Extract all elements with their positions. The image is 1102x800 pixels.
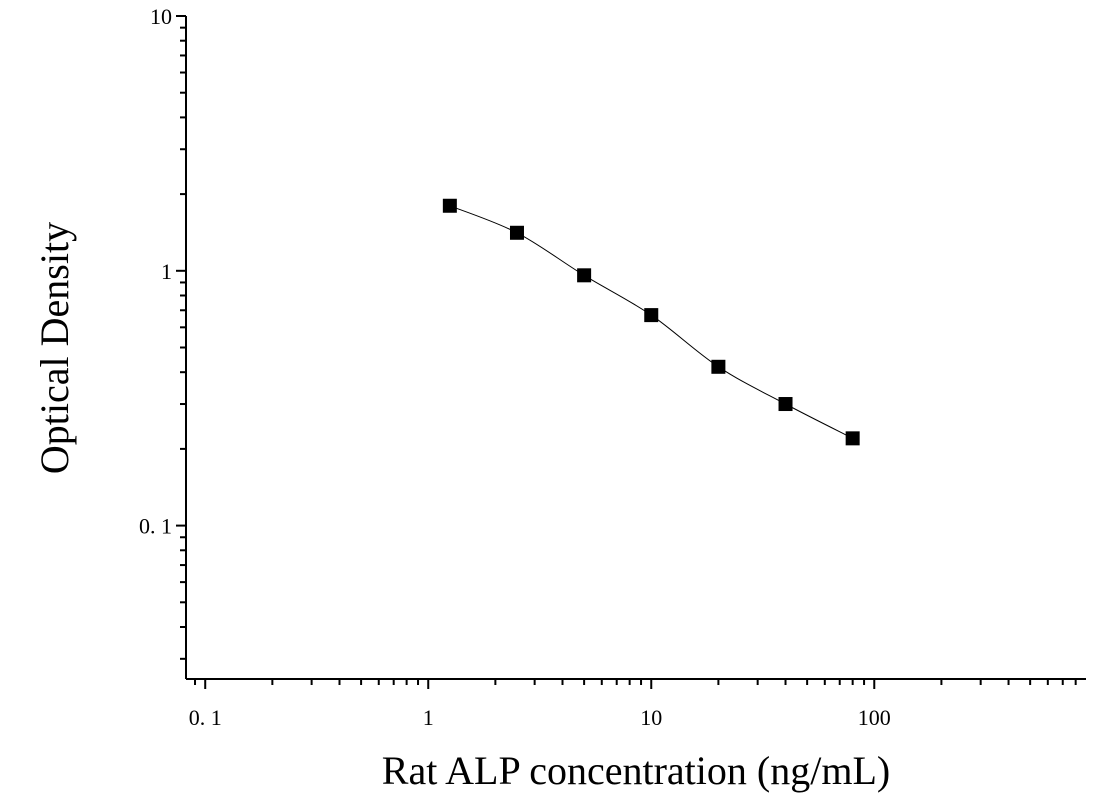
data-point	[442, 198, 457, 213]
data-point	[778, 397, 793, 412]
y-tick-label: 10	[150, 4, 172, 29]
data-point	[711, 359, 726, 374]
x-axis-title: Rat ALP concentration (ng/mL)	[382, 748, 890, 793]
x-axis-ticks	[194, 679, 1077, 689]
y-tick-label: 1	[161, 259, 172, 284]
data-point	[509, 225, 524, 240]
y-axis-tick-labels: 0. 1 1 10	[139, 4, 172, 539]
data-points	[442, 198, 860, 446]
x-tick-label: 10	[640, 705, 662, 730]
x-tick-label: 1	[423, 705, 434, 730]
x-tick-label: 0. 1	[189, 705, 222, 730]
y-axis-ticks	[176, 15, 186, 660]
y-tick-label: 0. 1	[139, 514, 172, 539]
axes: 0. 1 1 10 0. 1 1 10 100	[139, 4, 1086, 730]
data-point	[845, 431, 860, 446]
y-axis-title: Optical Density	[32, 222, 77, 474]
x-axis-tick-labels: 0. 1 1 10 100	[189, 705, 891, 730]
x-tick-label: 100	[858, 705, 891, 730]
data-point	[644, 308, 659, 323]
data-point	[577, 268, 592, 283]
